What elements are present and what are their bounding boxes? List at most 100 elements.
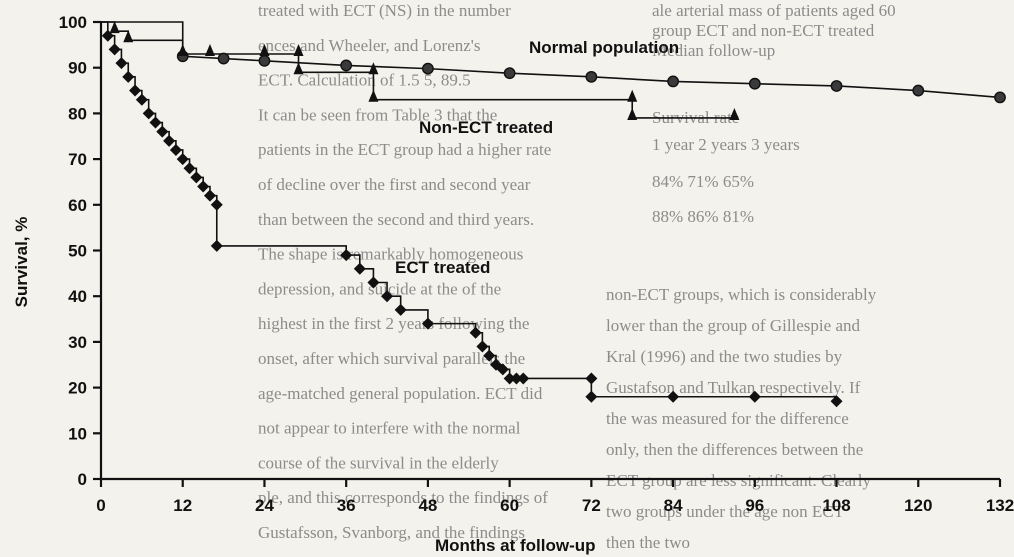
background-text-line: highest in the first 2 years following t… <box>258 314 529 333</box>
y-tick-label: 30 <box>68 333 87 352</box>
point-ect-treated <box>667 390 680 403</box>
point-ect-treated <box>394 303 407 316</box>
x-tick-label: 24 <box>255 496 274 515</box>
background-text-line: only, then the differences between the <box>606 440 863 459</box>
point-normal-population <box>340 59 353 72</box>
point-ect-treated <box>108 43 121 56</box>
point-normal-population <box>748 77 761 90</box>
point-normal-population <box>912 84 925 97</box>
y-ticks: 0 10 20 30 40 50 60 70 80 90 100 <box>59 13 101 489</box>
background-text-line: treated with ECT (NS) in the number <box>258 1 511 20</box>
point-ect-treated <box>129 84 142 97</box>
y-tick-label: 80 <box>68 104 87 123</box>
marker-layer <box>101 21 1006 408</box>
x-tick-label: 132 <box>986 496 1014 515</box>
point-ect-treated <box>830 395 843 408</box>
label-non-ect-treated: Non-ECT treated <box>419 118 553 137</box>
point-ect-treated <box>203 189 216 202</box>
point-ect-treated <box>496 363 509 376</box>
x-axis-label: Months at follow-up <box>435 536 596 555</box>
point-ect-treated <box>503 372 516 385</box>
x-tick-label: 60 <box>500 496 519 515</box>
background-text-line: depression, and suicide at the of the <box>258 279 501 298</box>
background-text-line: of decline over the first and second yea… <box>258 175 531 194</box>
point-ect-treated <box>156 125 169 138</box>
background-text-line: ECT group are less significant. Clearly <box>606 471 872 490</box>
background-text-line: group ECT and non-ECT treated <box>652 21 875 40</box>
background-text-line: 84% 71% 65% <box>652 172 754 191</box>
y-tick-label: 70 <box>68 150 87 169</box>
background-text-line: The shape is remarkably homogeneous <box>258 245 523 264</box>
point-normal-population <box>994 91 1006 104</box>
x-tick-label: 72 <box>582 496 601 515</box>
point-ect-treated <box>169 143 182 156</box>
x-tick-label: 36 <box>337 496 356 515</box>
x-tick-label: 96 <box>745 496 764 515</box>
background-text-right-top: ale arterial mass of patients aged 60gro… <box>652 1 896 226</box>
background-text-line: It can be seen from Table 3 that the <box>258 105 497 124</box>
point-ect-treated <box>115 57 128 70</box>
point-normal-population <box>667 75 679 88</box>
background-text-line: age-matched general population. ECT did <box>258 384 543 403</box>
point-ect-treated <box>353 262 366 275</box>
x-tick-label: 48 <box>418 496 437 515</box>
background-text-line: 88% 86% 81% <box>652 207 754 226</box>
label-normal-population: Normal population <box>529 38 679 57</box>
point-ect-treated <box>122 70 135 83</box>
point-non-ect-treated <box>204 43 215 56</box>
background-text-line: non-ECT groups, which is considerably <box>606 285 877 304</box>
point-ect-treated <box>210 239 223 252</box>
point-ect-treated <box>183 162 196 175</box>
point-ect-treated <box>190 171 203 184</box>
background-text-line: ECT. Calculation of 1.5 5, 89.5 <box>258 71 471 90</box>
background-text-line: not appear to interfere with the normal <box>258 419 521 438</box>
point-non-ect-treated <box>368 62 379 75</box>
y-tick-label: 0 <box>78 470 87 489</box>
point-ect-treated <box>476 340 489 353</box>
point-ect-treated <box>176 153 189 166</box>
point-ect-treated <box>142 107 155 120</box>
series-layer <box>101 21 1001 402</box>
background-text-left: treated with ECT (NS) in the number ences… <box>258 1 551 542</box>
point-non-ect-treated <box>729 107 740 120</box>
x-tick-label: 0 <box>96 496 105 515</box>
background-text-line: onset, after which survival parallels th… <box>258 349 525 368</box>
x-tick-label: 12 <box>173 496 192 515</box>
point-non-ect-treated <box>259 43 270 56</box>
point-ect-treated <box>101 29 114 42</box>
background-text-line: 1 year 2 years 3 years <box>652 135 800 154</box>
point-non-ect-treated <box>368 89 379 102</box>
y-tick-label: 100 <box>59 13 87 32</box>
background-text-line: than between the second and third years. <box>258 210 534 229</box>
background-text-line: Gustafson and Tulkan respectively. If <box>606 378 861 397</box>
y-tick-label: 50 <box>68 242 87 261</box>
point-ect-treated <box>517 372 530 385</box>
point-ect-treated <box>340 249 353 262</box>
x-tick-label: 84 <box>664 496 683 515</box>
point-non-ect-treated <box>123 30 134 43</box>
point-ect-treated <box>210 198 223 211</box>
point-non-ect-treated <box>109 21 120 34</box>
background-text-line: ple, and this corresponds to the finding… <box>258 488 548 507</box>
background-text-line: the was measured for the difference <box>606 409 849 428</box>
point-non-ect-treated <box>293 43 304 56</box>
x-tick-label: 108 <box>822 496 850 515</box>
background-text-line: ale arterial mass of patients aged 60 <box>652 1 896 20</box>
point-ect-treated <box>469 326 482 339</box>
background-text-line: Kral (1996) and the two studies by <box>606 347 843 366</box>
y-tick-label: 10 <box>68 424 87 443</box>
point-ect-treated <box>748 390 761 403</box>
point-non-ect-treated <box>177 43 188 56</box>
y-tick-label: 20 <box>68 379 87 398</box>
point-ect-treated <box>483 349 496 362</box>
point-normal-population <box>585 70 598 83</box>
background-text-line: Gustafsson, Svanborg, and the findings <box>258 523 525 542</box>
point-non-ect-treated <box>627 89 638 102</box>
background-text-line: lower than the group of Gillespie and <box>606 316 860 335</box>
background-text-line: two groups under the age non ECT <box>606 502 845 521</box>
point-ect-treated <box>197 180 210 193</box>
point-normal-population <box>422 62 434 75</box>
background-text-line: then the two <box>606 533 690 552</box>
point-normal-population <box>830 80 843 92</box>
